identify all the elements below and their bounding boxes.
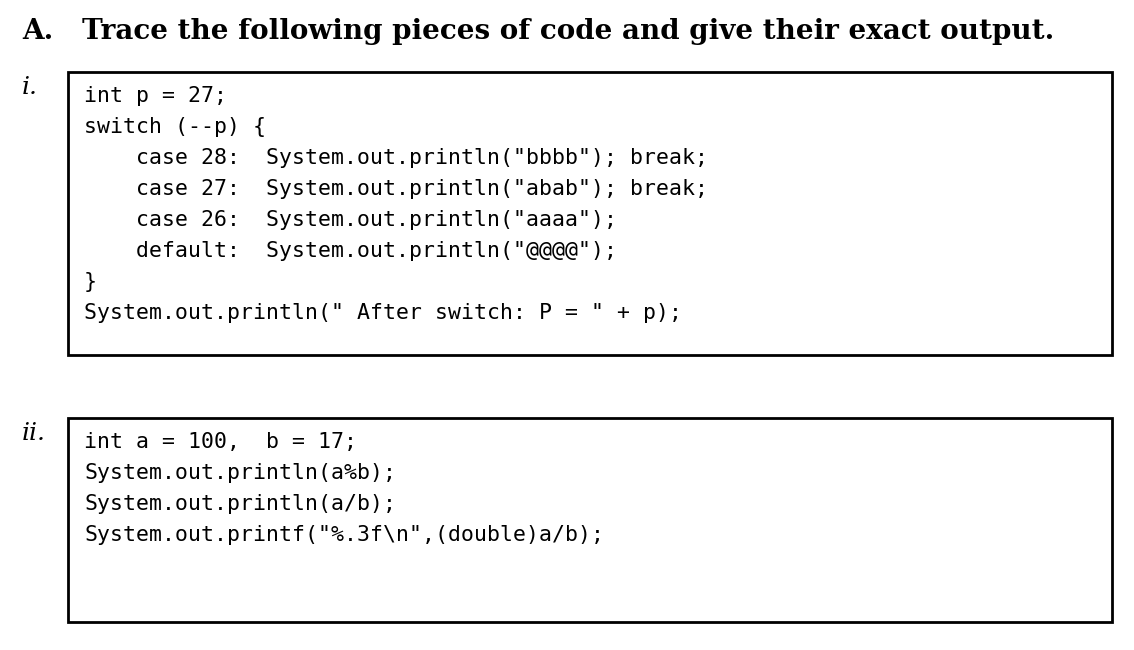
FancyBboxPatch shape bbox=[68, 72, 1112, 355]
Text: int a = 100,  b = 17;: int a = 100, b = 17; bbox=[84, 432, 357, 452]
Text: System.out.printf("%.3f\n",(double)a/b);: System.out.printf("%.3f\n",(double)a/b); bbox=[84, 525, 604, 545]
Text: }: } bbox=[84, 272, 98, 292]
Text: System.out.println(a/b);: System.out.println(a/b); bbox=[84, 494, 396, 514]
Text: i.: i. bbox=[22, 76, 39, 99]
Text: int p = 27;: int p = 27; bbox=[84, 86, 227, 106]
Text: default:  System.out.println("@@@@");: default: System.out.println("@@@@"); bbox=[84, 241, 617, 261]
Text: case 27:  System.out.println("abab"); break;: case 27: System.out.println("abab"); bre… bbox=[84, 179, 708, 199]
Text: case 26:  System.out.println("aaaa");: case 26: System.out.println("aaaa"); bbox=[84, 210, 617, 230]
Text: System.out.println(" After switch: P = " + p);: System.out.println(" After switch: P = "… bbox=[84, 303, 682, 323]
Text: switch (--p) {: switch (--p) { bbox=[84, 117, 266, 137]
Text: case 28:  System.out.println("bbbb"); break;: case 28: System.out.println("bbbb"); bre… bbox=[84, 148, 708, 168]
FancyBboxPatch shape bbox=[68, 418, 1112, 622]
Text: A.   Trace the following pieces of code and give their exact output.: A. Trace the following pieces of code an… bbox=[22, 18, 1055, 45]
Text: ii.: ii. bbox=[22, 422, 46, 445]
Text: System.out.println(a%b);: System.out.println(a%b); bbox=[84, 463, 396, 483]
